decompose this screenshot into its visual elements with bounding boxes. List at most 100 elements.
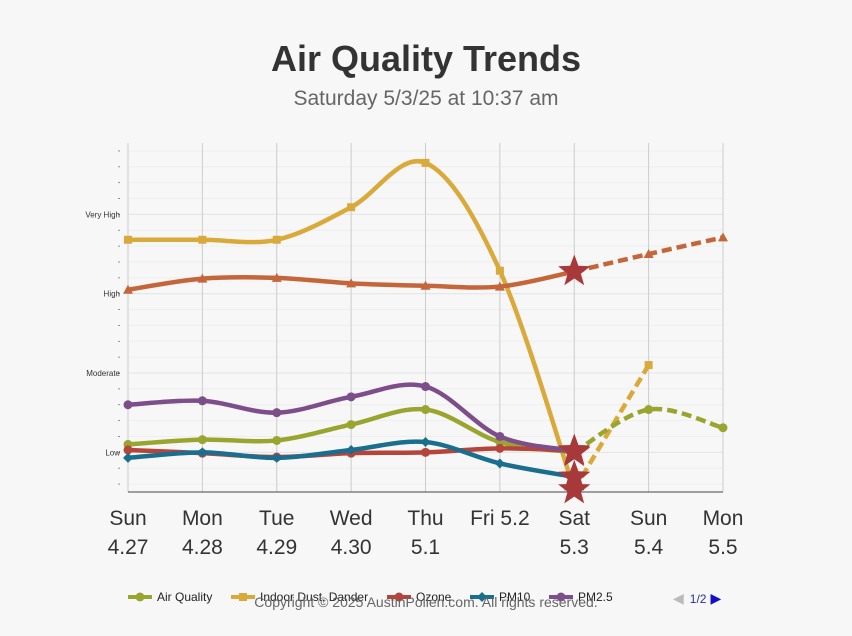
legend-marker-icon xyxy=(387,592,411,602)
x-tick-label-day: Sun xyxy=(109,507,146,530)
copyright-text: Copyright © 2025 AustinPollen.com. All r… xyxy=(254,594,598,610)
series-forecast-line xyxy=(572,363,651,491)
data-point xyxy=(123,452,133,463)
data-point xyxy=(123,445,133,455)
triangle-right-icon[interactable]: ▶ xyxy=(710,590,722,606)
today-star-marker xyxy=(558,472,591,504)
data-point xyxy=(420,437,431,448)
pager-label: 1/2 xyxy=(689,591,707,606)
series-3 xyxy=(123,437,591,491)
legend-label: PM2.5 xyxy=(578,590,613,604)
x-tick-label-date: 4.28 xyxy=(182,536,223,559)
chart-grid xyxy=(118,143,724,493)
data-point xyxy=(197,447,208,458)
legend-item-pm25[interactable]: PM2.5 xyxy=(549,589,613,605)
data-point xyxy=(644,361,653,370)
data-point xyxy=(197,396,207,406)
data-point xyxy=(347,203,356,212)
legend-item-indoor-dust[interactable]: Indoor Dust, Dander xyxy=(231,589,368,605)
series-4 xyxy=(123,382,591,465)
today-star-marker xyxy=(558,433,591,465)
legend-label: Indoor Dust, Dander xyxy=(260,590,369,604)
y-tick-label: Moderate xyxy=(86,369,120,378)
data-point xyxy=(124,235,132,244)
x-tick-label-day: Fri 5.2 xyxy=(470,507,530,530)
legend-marker-icon xyxy=(231,593,255,601)
x-tick-label-date: 4.27 xyxy=(108,536,149,559)
data-point xyxy=(495,443,505,453)
legend-marker-icon xyxy=(549,592,573,602)
x-tick-label-day: Wed xyxy=(330,507,373,530)
legend-swatch-icon xyxy=(231,589,255,605)
x-axis-labels: Sun 4.27 Mon 4.28 Tue 4.29 Wed 4.30 Thu 5.1 Fri 5.… xyxy=(108,507,744,559)
data-point xyxy=(477,592,487,602)
data-point xyxy=(123,400,133,410)
x-tick-label-day: Mon xyxy=(703,507,744,530)
data-point xyxy=(644,405,654,415)
y-tick-label: Low xyxy=(105,448,120,457)
data-point xyxy=(495,431,505,441)
data-point xyxy=(421,405,430,415)
data-point xyxy=(272,408,282,418)
data-point xyxy=(494,458,505,469)
legend-label: PM10 xyxy=(499,590,531,604)
y-axis-labels: Low Moderate High Very High xyxy=(85,210,120,457)
x-tick-label-date: 4.30 xyxy=(331,536,372,559)
legend-item-air-quality[interactable]: Air Quality xyxy=(128,589,212,605)
series-line xyxy=(125,158,577,492)
data-point xyxy=(421,382,430,392)
legend-swatch-icon xyxy=(470,589,494,605)
today-star-marker xyxy=(558,459,591,491)
data-point xyxy=(495,266,504,275)
x-tick-label-date: 5.3 xyxy=(560,536,589,559)
data-point xyxy=(271,452,282,463)
x-tick-label-date: 5.5 xyxy=(708,536,737,559)
triangle-left-icon[interactable]: ◀ xyxy=(673,590,684,606)
y-tick-label: High xyxy=(104,290,120,299)
data-point xyxy=(346,278,357,288)
data-point xyxy=(346,444,357,455)
legend-item-ozone[interactable]: Ozone xyxy=(387,589,451,605)
x-tick-label-date: 5.4 xyxy=(634,536,664,559)
data-point xyxy=(421,158,430,167)
data-point xyxy=(123,284,133,294)
data-point xyxy=(135,592,145,602)
legend-label: Air Quality xyxy=(157,590,213,604)
data-point xyxy=(420,280,431,290)
data-point xyxy=(197,435,207,445)
data-point xyxy=(346,392,356,402)
legend-item-pm10[interactable]: PM10 xyxy=(470,589,530,605)
data-point xyxy=(272,435,282,445)
legend-marker-icon xyxy=(470,592,494,602)
data-point xyxy=(271,272,282,282)
data-point xyxy=(718,423,728,433)
data-point xyxy=(556,592,566,602)
data-point xyxy=(198,235,207,244)
legend-swatch-icon xyxy=(549,589,573,605)
data-point xyxy=(197,273,208,283)
chart-series xyxy=(123,158,728,504)
today-star-marker xyxy=(558,254,591,286)
y-tick-label: Very High xyxy=(85,210,120,219)
data-point xyxy=(643,249,654,259)
x-tick-label-day: Thu xyxy=(407,507,443,530)
x-tick-label-day: Sun xyxy=(630,507,667,530)
x-tick-label-date: 5.1 xyxy=(411,536,440,559)
x-tick-label-day: Sat xyxy=(558,507,590,530)
legend-swatch-icon xyxy=(128,589,152,605)
data-point xyxy=(239,593,247,601)
data-point xyxy=(346,420,356,430)
series-5 xyxy=(123,232,728,294)
legend-swatch-icon xyxy=(387,589,411,605)
legend-marker-icon xyxy=(128,592,152,602)
series-forecast-line xyxy=(573,406,724,455)
chart-subtitle: Saturday 5/3/25 at 10:37 am xyxy=(293,87,559,110)
legend-label: Ozone xyxy=(416,590,452,604)
legend-pager: ◀ 1/2 ▶ xyxy=(673,590,721,607)
series-1 xyxy=(124,158,653,504)
data-point xyxy=(272,235,281,244)
x-tick-label-day: Tue xyxy=(259,507,294,530)
data-point xyxy=(394,592,404,602)
x-tick-label-date: 4.29 xyxy=(256,536,297,559)
